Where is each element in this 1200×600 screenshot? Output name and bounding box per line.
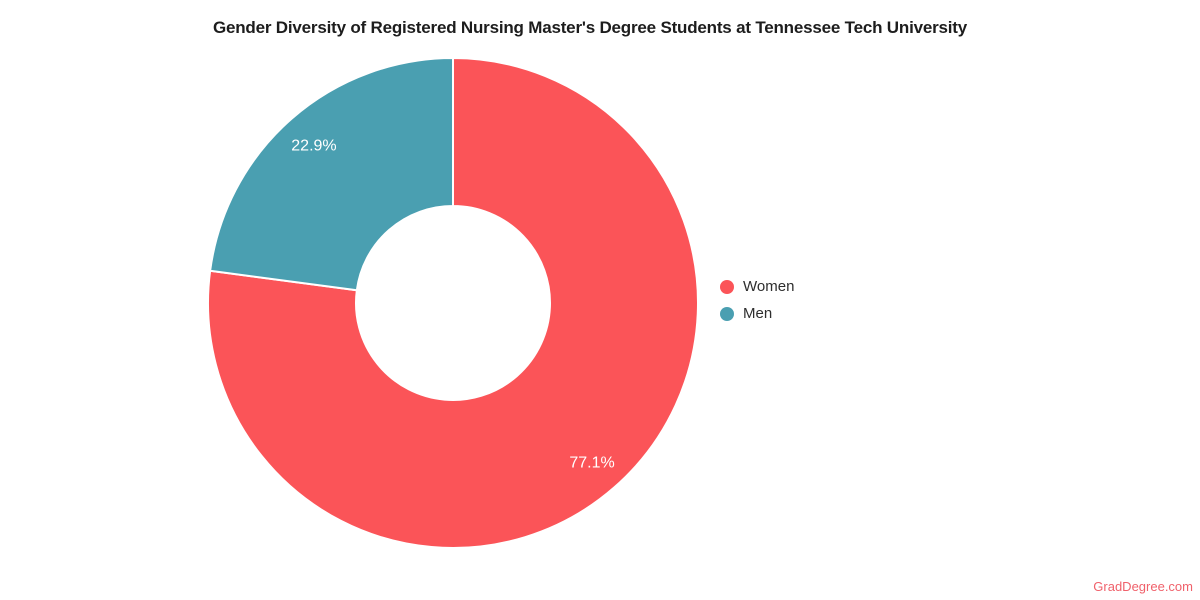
chart-title: Gender Diversity of Registered Nursing M… xyxy=(212,18,968,37)
watermark-link[interactable]: GradDegree.com xyxy=(1093,579,1193,594)
legend-marker-women-icon xyxy=(720,280,734,294)
slice-label-women: 77.1% xyxy=(569,455,614,472)
slice-label-men: 22.9% xyxy=(291,137,336,154)
pie-slice-men[interactable] xyxy=(209,57,454,292)
legend-label-women: Women xyxy=(743,278,795,295)
legend-item-women[interactable]: Women xyxy=(720,277,794,297)
legend: Women Men xyxy=(720,277,794,324)
legend-label-men: Men xyxy=(743,305,773,322)
legend-item-men[interactable]: Men xyxy=(720,304,794,324)
legend-marker-men-icon xyxy=(720,307,734,321)
pie-slice-women[interactable] xyxy=(207,57,699,549)
